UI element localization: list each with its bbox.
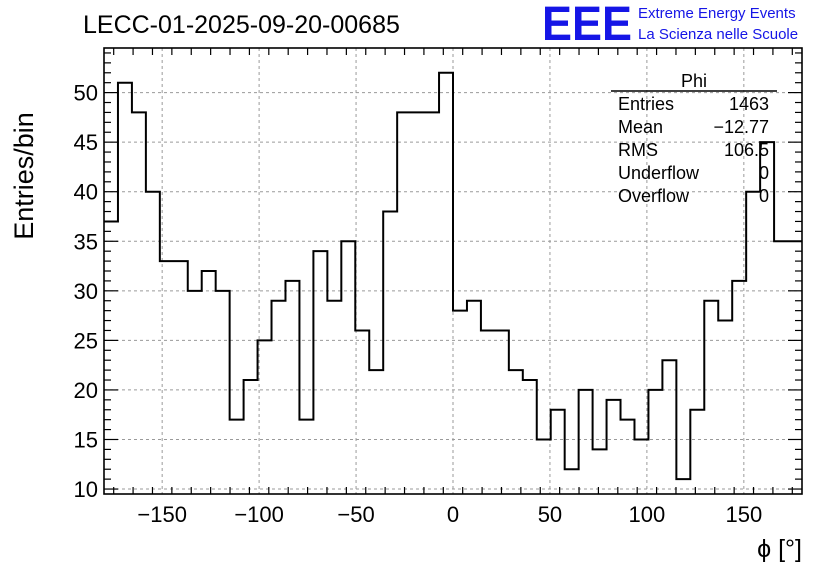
stats-label-overflow: Overflow [618,186,690,206]
histogram-bin [565,469,579,494]
histogram-bin [537,439,551,494]
x-tick-label: 150 [725,502,762,527]
eee-logo-line2: La Scienza nelle Scuole [638,26,798,43]
x-axis-label: ϕ [°] [757,535,802,563]
histogram-bin [411,112,425,494]
histogram-bin [704,301,718,494]
histogram-bin [523,380,537,494]
histogram-line [104,71,802,481]
eee-logo: EEE Extreme Energy Events La Scienza nel… [542,0,798,51]
histogram-bin [453,311,467,494]
stats-value-underflow: 0 [759,163,769,183]
histogram-bin [258,340,272,494]
y-tick-label: 15 [74,427,98,452]
x-tick-label: −100 [234,502,284,527]
stats-label-underflow: Underflow [618,163,700,183]
stats-label-mean: Mean [618,117,663,137]
histogram-bin [146,192,160,494]
histogram-bin [788,241,802,494]
y-tick-label: 30 [74,279,98,304]
histogram-bin [634,439,648,494]
chart-title: LECC-01-2025-09-20-00685 [83,11,400,39]
x-tick-label: 0 [447,502,459,527]
histogram-bin [327,301,341,494]
y-tick-label: 20 [74,378,98,403]
x-tick-label: −50 [337,502,374,527]
histogram-bin [104,221,118,494]
histogram-bin [383,212,397,494]
stats-value-rms: 106.5 [724,140,769,160]
histogram-bin [718,321,732,494]
histogram-bin [272,301,286,494]
histogram-bin [397,112,411,494]
histogram-bin [495,330,509,494]
x-tick-label: 100 [629,502,666,527]
y-tick-label: 50 [74,81,98,106]
stats-value-overflow: 0 [759,186,769,206]
histogram-bin [774,241,788,494]
x-tick-label: 50 [538,502,562,527]
stats-label-rms: RMS [618,140,658,160]
histogram-bin [188,291,202,494]
stats-title: Phi [681,71,707,91]
eee-logo-mark: EEE [542,0,632,51]
histogram-bin [202,271,216,494]
histogram-bin [369,370,383,494]
histogram-bin [230,420,244,494]
histogram-bin [746,192,760,494]
histogram-bin [690,410,704,494]
histogram-bin [439,73,453,494]
histogram-bin [118,83,132,494]
histogram-bin [132,112,146,494]
histogram-bin [244,380,258,494]
histogram-bin [341,241,355,494]
histogram-bin [621,420,635,494]
histogram-bin [662,360,676,494]
histogram-bin [355,330,369,494]
stats-value-entries: 1463 [729,94,769,114]
histogram-bin [593,449,607,494]
histogram-bin [509,370,523,494]
y-tick-label: 45 [74,130,98,155]
y-tick-label: 10 [74,477,98,502]
y-axis-label: Entries/bin [9,112,39,240]
histogram-bin [216,291,230,494]
histogram-bin [648,390,662,494]
histogram-bin [607,400,621,494]
histogram-bin [313,251,327,494]
histogram-bin [425,112,439,494]
y-tick-label: 40 [74,180,98,205]
stats-box: Phi Entries 1463 Mean −12.77 RMS 106.5 U… [611,71,777,206]
x-tick-label: −150 [137,502,187,527]
stats-value-mean: −12.77 [713,117,769,137]
histogram-bin [579,390,593,494]
histogram-bin [551,410,565,494]
histogram-bin [467,301,481,494]
histogram-bin [174,261,188,494]
axes: −150 −100 −50 0 50 100 150 10 15 20 25 30 35 40 45 50 [74,48,802,527]
y-tick-label: 25 [74,328,98,353]
eee-logo-line1: Extreme Energy Events [638,5,796,22]
stats-label-entries: Entries [618,94,674,114]
y-tick-label: 35 [74,229,98,254]
histogram-bin [285,281,299,494]
histogram-bin [299,420,313,494]
histogram [104,71,802,494]
histogram-bin [481,330,495,494]
histogram-bin [676,479,690,494]
